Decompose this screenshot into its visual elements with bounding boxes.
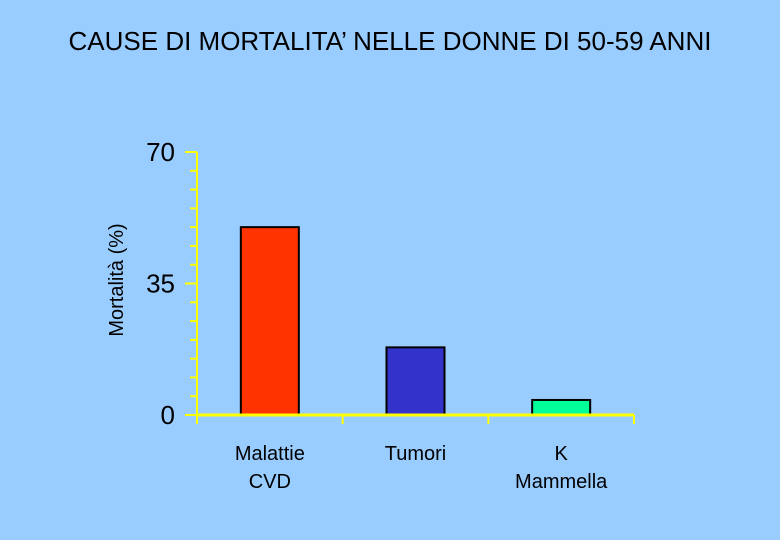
- chart-title: CAUSE DI MORTALITA’ NELLE DONNE DI 50-59…: [68, 26, 712, 56]
- x-tick-label: Tumori: [385, 443, 446, 465]
- y-tick-label: 70: [146, 137, 175, 167]
- y-axis-label: Mortalità (%): [106, 223, 128, 336]
- x-tick-label: Malattie: [235, 443, 305, 465]
- bar-2: [531, 398, 592, 417]
- y-tick-label: 0: [161, 400, 175, 430]
- x-tick-label: Mammella: [515, 471, 608, 493]
- x-tick-label: K: [554, 443, 568, 465]
- y-tick-label: 35: [146, 269, 175, 299]
- x-tick-label: CVD: [249, 471, 291, 493]
- bar-0: [239, 226, 300, 416]
- bar-1: [385, 346, 446, 416]
